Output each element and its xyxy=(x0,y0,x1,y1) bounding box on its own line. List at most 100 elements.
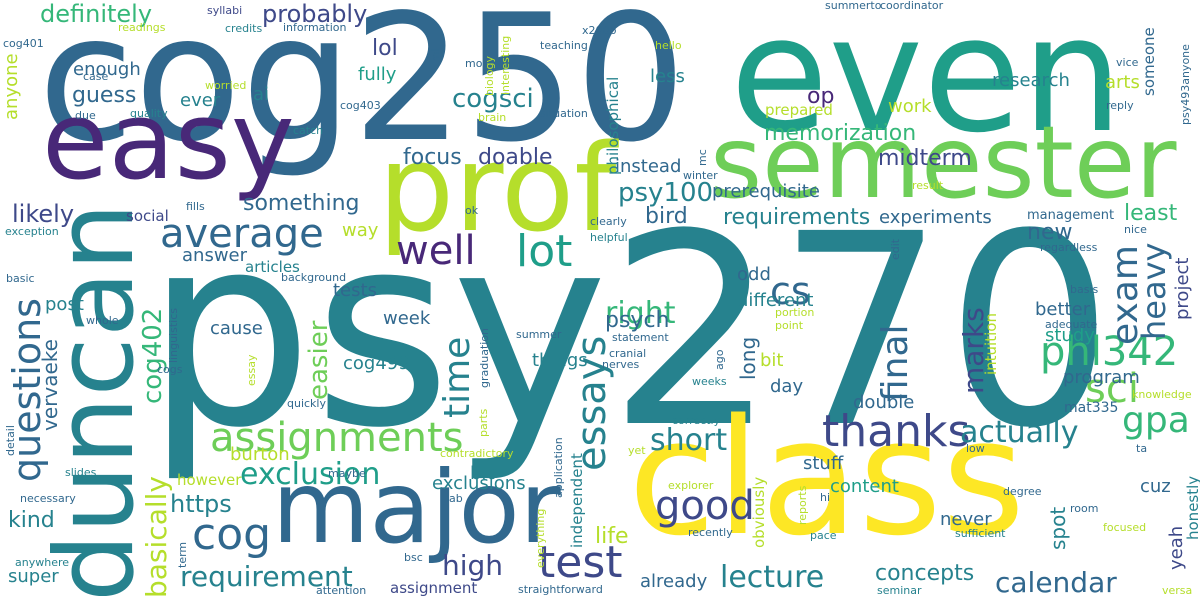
word: final xyxy=(875,324,916,402)
word: credits xyxy=(225,22,263,35)
word: lol xyxy=(372,36,398,61)
word: experiments xyxy=(879,207,992,228)
word: syllabi xyxy=(207,4,243,17)
word: actually xyxy=(960,415,1079,450)
word: post xyxy=(45,294,84,315)
word: likely xyxy=(12,200,75,228)
word: psy270 xyxy=(145,178,1114,486)
word: cs xyxy=(770,269,811,313)
word: week xyxy=(383,308,431,329)
word: weeks xyxy=(692,375,727,388)
word: essay xyxy=(245,354,258,386)
word: cog499 xyxy=(343,353,410,374)
word: interesting xyxy=(499,35,512,95)
word: different xyxy=(737,290,814,311)
word: memorization xyxy=(764,121,917,146)
word: op xyxy=(807,84,835,109)
word: ml xyxy=(429,48,442,62)
word: good xyxy=(655,483,755,529)
word: cranial xyxy=(609,347,647,360)
word: calendar xyxy=(995,566,1117,599)
word: prerequisite xyxy=(712,181,820,202)
word: cogsci xyxy=(452,84,534,114)
word: background xyxy=(281,271,347,284)
word: term xyxy=(176,541,189,568)
word: doable xyxy=(478,145,553,170)
word: probably xyxy=(262,0,368,28)
word: philosophical xyxy=(604,76,622,175)
word: psy493anyone xyxy=(1179,44,1192,125)
word: cog401 xyxy=(3,37,44,50)
word: correctly xyxy=(672,414,721,427)
word: result xyxy=(912,179,944,192)
word: detail xyxy=(4,425,17,456)
word: instead xyxy=(615,156,682,177)
word: less xyxy=(650,66,685,87)
word: vice xyxy=(1116,56,1139,69)
word: cogs xyxy=(157,363,183,376)
word: well xyxy=(396,228,476,274)
word: even xyxy=(730,0,1123,168)
word: exception xyxy=(5,225,59,238)
word: thanks xyxy=(822,406,971,457)
word: nerves xyxy=(602,358,640,371)
word: helpful xyxy=(590,231,628,244)
word: high xyxy=(442,549,504,582)
word: phl342 xyxy=(1040,329,1179,375)
word: gpa xyxy=(1122,400,1190,441)
word: readings xyxy=(118,21,166,34)
word: quickly xyxy=(287,397,326,410)
word: spot xyxy=(1046,506,1070,550)
word: cog xyxy=(192,509,272,560)
word: psych xyxy=(605,308,670,333)
word: time xyxy=(437,336,478,418)
word: day xyxy=(770,376,804,397)
word: due xyxy=(75,109,96,122)
word: winter xyxy=(683,169,718,182)
word: recently xyxy=(688,526,733,539)
word: life xyxy=(595,524,629,549)
word: maybe xyxy=(328,467,366,480)
word: super xyxy=(8,566,59,587)
word: ago xyxy=(713,349,726,370)
word: worried xyxy=(205,79,247,92)
word: exclusion xyxy=(240,457,381,492)
word: prepared xyxy=(765,101,833,119)
word: content xyxy=(830,476,899,497)
word: vervaeke xyxy=(38,339,62,431)
word: project xyxy=(1172,257,1193,320)
word: requirement xyxy=(180,560,353,593)
word: answer xyxy=(182,245,248,266)
word: adequate xyxy=(1045,318,1098,331)
word: intuition xyxy=(982,313,1000,375)
word: everything xyxy=(534,508,547,568)
word: already xyxy=(640,571,708,592)
word: easier xyxy=(304,320,334,400)
word: reply xyxy=(1106,99,1134,112)
word: basically xyxy=(140,476,173,598)
word: guess xyxy=(72,83,137,108)
word: articles xyxy=(245,258,300,276)
word: bio xyxy=(470,463,498,484)
word: teaching xyxy=(540,39,588,52)
word: yet xyxy=(628,444,646,457)
word: never xyxy=(940,509,992,530)
word: portion xyxy=(775,306,815,319)
word: social xyxy=(126,207,169,225)
word: odd xyxy=(737,264,771,285)
word: midterm xyxy=(878,146,972,171)
word: x200b xyxy=(582,24,617,37)
word: sci xyxy=(1085,366,1139,412)
word: nice xyxy=(1124,223,1147,236)
word: linguistics xyxy=(167,308,180,363)
word: assignment xyxy=(390,579,478,597)
word: definitely xyxy=(40,0,153,28)
word: honestly xyxy=(1184,475,1200,540)
word: someone xyxy=(1140,27,1158,96)
word: sufficient xyxy=(955,527,1006,540)
word: study xyxy=(1045,325,1095,346)
word: biology xyxy=(483,55,496,96)
word: semester xyxy=(710,104,1177,221)
word: however xyxy=(177,471,242,489)
